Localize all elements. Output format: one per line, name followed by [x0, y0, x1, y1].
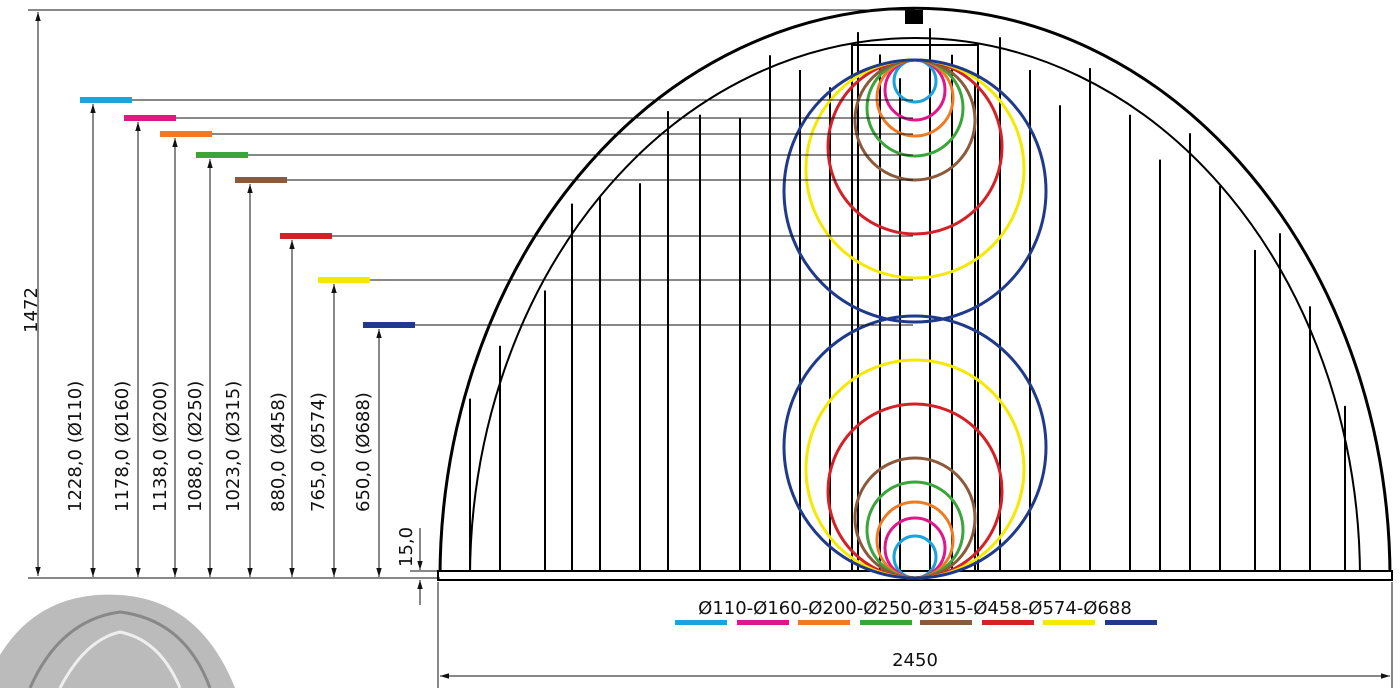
legend-swatch [737, 620, 789, 625]
ribs [469, 28, 1346, 578]
level-bar [280, 233, 332, 239]
level-bar [196, 152, 248, 158]
pipe-height-label: 1228,0 (Ø110) [65, 381, 86, 512]
level-bar [235, 177, 287, 183]
level-bar [160, 131, 212, 137]
pipe-dimensions: 1228,0 (Ø110) 1178,0 (Ø160) 1138,0 (Ø200) 1… [65, 97, 1157, 625]
pipe-circle-upper [875, 58, 955, 138]
pipe-height-label: 1178,0 (Ø160) [112, 381, 133, 512]
level-bar [363, 322, 415, 328]
level-bar [318, 277, 370, 283]
thumbnail [0, 594, 235, 688]
pipe-circle-lower [782, 314, 1048, 580]
level-bar [80, 97, 132, 103]
pipe-height-label: 1088,0 (Ø250) [185, 381, 206, 512]
base-plate [437, 570, 1393, 581]
legend-swatch [1105, 620, 1157, 625]
pipe-circle-upper [804, 58, 1026, 280]
pipe-circle-upper [865, 58, 965, 158]
pipe-height-label: 650,0 (Ø688) [353, 392, 374, 512]
pipe-circles [782, 58, 1048, 580]
width-label: 2450 [892, 650, 938, 671]
legend-swatch [798, 620, 850, 625]
offset-label: 15,0 [396, 527, 417, 567]
legend-swatch [860, 620, 912, 625]
dome-inner [469, 37, 1361, 579]
pipe-circle-upper [782, 58, 1048, 324]
dome-outline [438, 6, 1392, 579]
pipe-circle-lower [883, 516, 947, 580]
legend-swatch [920, 620, 972, 625]
pipe-height-label: 765,0 (Ø574) [308, 392, 329, 512]
legend-swatch [982, 620, 1034, 625]
pipe-circle-lower [865, 480, 965, 580]
legend-swatch [1043, 620, 1095, 625]
pipe-circle-lower [804, 358, 1026, 580]
height-label: 1472 [21, 287, 42, 333]
pipe-circle-lower [875, 500, 955, 580]
top-cap [905, 10, 923, 24]
pipe-height-label: 880,0 (Ø458) [268, 392, 289, 512]
legend-text: Ø110-Ø160-Ø200-Ø250-Ø315-Ø458-Ø574-Ø688 [698, 598, 1132, 619]
dome [437, 6, 1393, 581]
legend-swatch [675, 620, 727, 625]
level-bar [124, 115, 176, 121]
pipe-height-label: 1138,0 (Ø200) [150, 381, 171, 512]
pipe-height-label: 1023,0 (Ø315) [223, 381, 244, 512]
pipe-circle-upper [883, 58, 947, 122]
